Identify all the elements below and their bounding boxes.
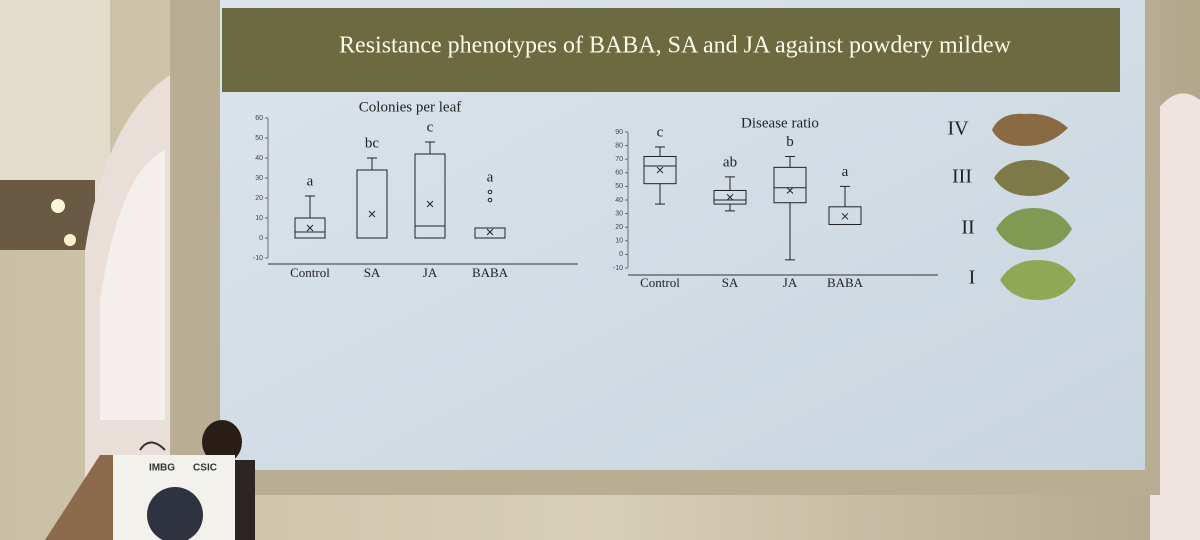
severity-label: IV — [947, 118, 969, 140]
significance-letter: a — [487, 169, 494, 185]
significance-letter: a — [842, 164, 849, 180]
leaf-icon — [992, 113, 1068, 146]
mean-marker — [486, 228, 494, 236]
title-band — [222, 8, 1120, 92]
y-tick-label: 30 — [255, 175, 263, 182]
leaf-icon — [994, 160, 1070, 196]
podium: IMBG CSIC — [45, 455, 235, 540]
y-tick-label: 70 — [615, 156, 623, 163]
podium-side — [45, 455, 115, 540]
significance-letter: a — [307, 173, 314, 189]
logo: IMBG — [149, 463, 175, 474]
y-tick-label: 80 — [615, 142, 623, 149]
lamp — [64, 234, 76, 246]
window — [100, 150, 165, 420]
y-tick-label: 40 — [615, 197, 623, 204]
mean-marker — [656, 166, 664, 174]
y-tick-label: -10 — [253, 255, 263, 262]
chart-title: Disease ratio — [741, 115, 819, 131]
chart-title: Colonies per leaf — [359, 99, 461, 115]
y-tick-label: 30 — [615, 210, 623, 217]
slide-title: Resistance phenotypes of BABA, SA and JA… — [339, 33, 1012, 59]
y-tick-label: 0 — [619, 251, 623, 258]
y-tick-label: 60 — [255, 115, 263, 122]
x-tick-label: BABA — [472, 265, 509, 280]
box — [643, 155, 677, 185]
x-tick-label: BABA — [827, 275, 864, 290]
box — [773, 166, 807, 204]
y-tick-label: 60 — [615, 170, 623, 177]
severity-label: I — [969, 267, 976, 289]
severity-scale: IV III II I — [947, 113, 1076, 300]
y-tick-label: 90 — [615, 129, 623, 136]
y-tick-label: 0 — [259, 235, 263, 242]
y-tick-label: 50 — [615, 183, 623, 190]
significance-letter: bc — [365, 135, 380, 151]
x-tick-label: SA — [722, 275, 739, 290]
mean-marker — [786, 187, 794, 194]
x-tick-label: Control — [290, 265, 330, 280]
box-chart: Colonies per leaf -10 0 10 20 30 40 50 60 Control… — [253, 99, 578, 280]
y-tick-label: 20 — [615, 224, 623, 231]
mean-marker — [368, 210, 376, 218]
y-tick-label: 10 — [255, 215, 263, 222]
x-tick-label: JA — [423, 265, 438, 280]
presenter-head — [202, 420, 242, 464]
y-tick-label: 40 — [255, 155, 263, 162]
logo: CSIC — [193, 463, 217, 474]
significance-letter: c — [427, 119, 434, 135]
emblem — [147, 487, 203, 540]
severity-label: III — [952, 166, 972, 188]
x-tick-label: Control — [640, 275, 680, 290]
outlier — [487, 189, 493, 195]
box — [414, 153, 446, 239]
balcony — [0, 180, 95, 250]
y-tick-label: 20 — [255, 195, 263, 202]
y-tick-label: -10 — [613, 265, 623, 272]
x-tick-label: JA — [783, 275, 798, 290]
leaf-icon — [996, 208, 1072, 250]
box — [713, 189, 747, 205]
mean-marker — [726, 193, 734, 201]
leaf-icon — [1000, 260, 1076, 300]
y-tick-label: 10 — [615, 238, 623, 245]
lamp — [51, 199, 65, 213]
right-arch — [1150, 93, 1200, 540]
microphone — [139, 441, 166, 451]
box-chart: Disease ratio -10 0 10 20 30 40 50 60 70 80 90 Contr… — [613, 115, 938, 290]
x-tick-label: SA — [364, 265, 381, 280]
box — [294, 217, 326, 239]
y-tick-label: 50 — [255, 135, 263, 142]
mean-marker — [426, 200, 434, 208]
significance-letter: c — [657, 124, 664, 140]
mean-marker — [306, 224, 314, 232]
mean-marker — [841, 212, 849, 220]
outlier — [487, 197, 493, 203]
significance-letter: b — [786, 134, 794, 150]
significance-letter: ab — [723, 154, 737, 170]
charts: Colonies per leaf -10 0 10 20 30 40 50 60 Control… — [253, 99, 938, 290]
severity-label: II — [961, 217, 974, 239]
